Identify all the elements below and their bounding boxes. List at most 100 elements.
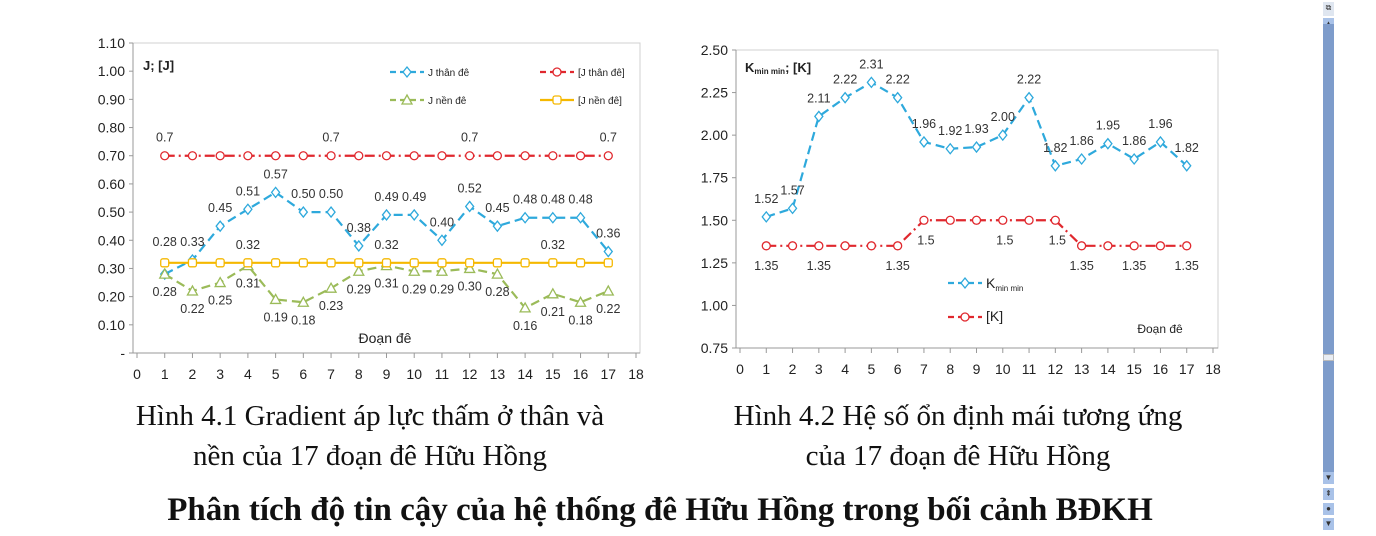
scroll-down-button[interactable]: ▼ — [1323, 472, 1334, 484]
data-label: 0.18 — [291, 313, 315, 327]
data-label: 0.45 — [485, 201, 509, 215]
data-point — [437, 234, 447, 247]
data-label: 0.19 — [263, 310, 287, 324]
data-point — [1076, 152, 1087, 166]
data-label: 1.35 — [1122, 259, 1146, 273]
x-tick-label: 12 — [462, 366, 478, 382]
y-tick-label: 1.50 — [701, 212, 728, 228]
y-tick-label: 2.00 — [701, 127, 728, 143]
data-label: 0.49 — [402, 190, 426, 204]
series-line — [765, 81, 1188, 218]
select-browse-object-button[interactable]: ● — [1323, 503, 1334, 515]
vertical-scrollbar[interactable] — [1323, 24, 1334, 472]
data-label: 1.57 — [780, 183, 804, 197]
x-tick-label: 10 — [995, 361, 1011, 377]
data-point — [519, 301, 532, 313]
caption-line: nền của 17 đoạn đê Hữu Hồng — [193, 440, 547, 472]
x-tick-label: 13 — [1074, 361, 1090, 377]
data-point — [352, 264, 365, 276]
data-label: 1.5 — [917, 233, 934, 247]
x-tick-label: 3 — [815, 361, 823, 377]
data-label: 1.96 — [1148, 117, 1172, 131]
data-label: 1.96 — [912, 117, 936, 131]
data-label: 0.28 — [153, 285, 177, 299]
y-tick-label: 1.10 — [98, 35, 125, 51]
data-label: 0.7 — [156, 131, 173, 145]
data-point — [269, 293, 282, 305]
data-label: 0.49 — [374, 190, 398, 204]
data-label: 0.29 — [402, 282, 426, 296]
data-point — [575, 258, 586, 268]
x-tick-label: 10 — [406, 366, 422, 382]
data-label: 0.40 — [430, 215, 454, 229]
data-point — [160, 151, 170, 161]
data-label: 1.86 — [1069, 134, 1093, 148]
next-page-button[interactable]: ▼ — [1323, 518, 1334, 530]
data-point — [326, 151, 336, 161]
y-tick-label: 1.00 — [98, 63, 125, 79]
data-point — [381, 258, 392, 268]
data-point — [492, 258, 503, 268]
scrollbar-thumb[interactable] — [1323, 354, 1334, 361]
data-point — [1181, 159, 1192, 172]
data-point — [575, 151, 586, 161]
legend-label: [J nền đê] — [578, 95, 622, 107]
x-tick-label: 7 — [327, 366, 335, 382]
data-point — [215, 220, 225, 233]
data-label: 0.29 — [430, 282, 454, 296]
legend-marker — [552, 95, 562, 105]
data-label: 1.92 — [938, 124, 962, 138]
split-icon[interactable]: ⧉ — [1323, 2, 1334, 16]
x-tick-label: 2 — [189, 366, 197, 382]
y-tick-label: 0.75 — [701, 340, 728, 356]
data-point — [945, 142, 956, 155]
y-tick-label: 0.40 — [98, 232, 125, 248]
data-point — [761, 241, 771, 251]
data-point — [548, 151, 558, 161]
data-label: 0.32 — [374, 238, 398, 252]
data-label: 1.95 — [1096, 119, 1120, 133]
data-point — [603, 151, 613, 161]
data-point — [893, 241, 903, 251]
data-label: 1.35 — [807, 259, 831, 273]
figure-4-1-caption: Hình 4.1 Gradient áp lực thấm ở thân và … — [70, 396, 670, 476]
data-point — [520, 258, 530, 268]
data-label: 0.48 — [541, 193, 565, 207]
data-point — [787, 241, 798, 251]
legend-marker — [960, 276, 970, 290]
data-label: 0.45 — [208, 201, 232, 215]
data-point — [186, 284, 199, 296]
data-point — [492, 220, 503, 233]
data-point — [187, 151, 198, 161]
data-point — [215, 258, 225, 268]
data-point — [1129, 241, 1139, 251]
data-point — [548, 211, 558, 224]
data-label: 0.21 — [541, 305, 565, 319]
previous-page-button[interactable]: ⇞ — [1323, 488, 1334, 500]
y-tick-label: 1.75 — [701, 170, 728, 186]
x-tick-label: 16 — [1153, 361, 1169, 377]
data-point — [998, 215, 1008, 225]
data-point — [408, 264, 421, 276]
data-point — [1024, 91, 1034, 104]
data-point — [326, 206, 336, 219]
data-point — [409, 258, 419, 268]
data-point — [463, 262, 476, 274]
data-point — [1050, 215, 1060, 225]
data-point — [971, 215, 982, 225]
data-point — [971, 141, 982, 154]
data-label: 0.32 — [236, 238, 260, 252]
data-point — [866, 241, 877, 251]
data-label: 2.31 — [859, 57, 883, 71]
x-tick-label: 8 — [355, 366, 363, 382]
data-point — [1024, 215, 1034, 225]
y-axis-title: Kmin min; [K] — [745, 60, 811, 76]
x-tick-label: 13 — [490, 366, 506, 382]
data-label: 2.11 — [807, 91, 830, 105]
x-tick-label: 14 — [1100, 361, 1116, 377]
data-label: 1.5 — [1049, 233, 1066, 247]
caption-line: Hình 4.1 Gradient áp lực thấm ở thân và — [135, 400, 605, 432]
data-point — [603, 258, 613, 268]
data-label: 2.00 — [991, 110, 1015, 124]
data-point — [840, 241, 850, 251]
